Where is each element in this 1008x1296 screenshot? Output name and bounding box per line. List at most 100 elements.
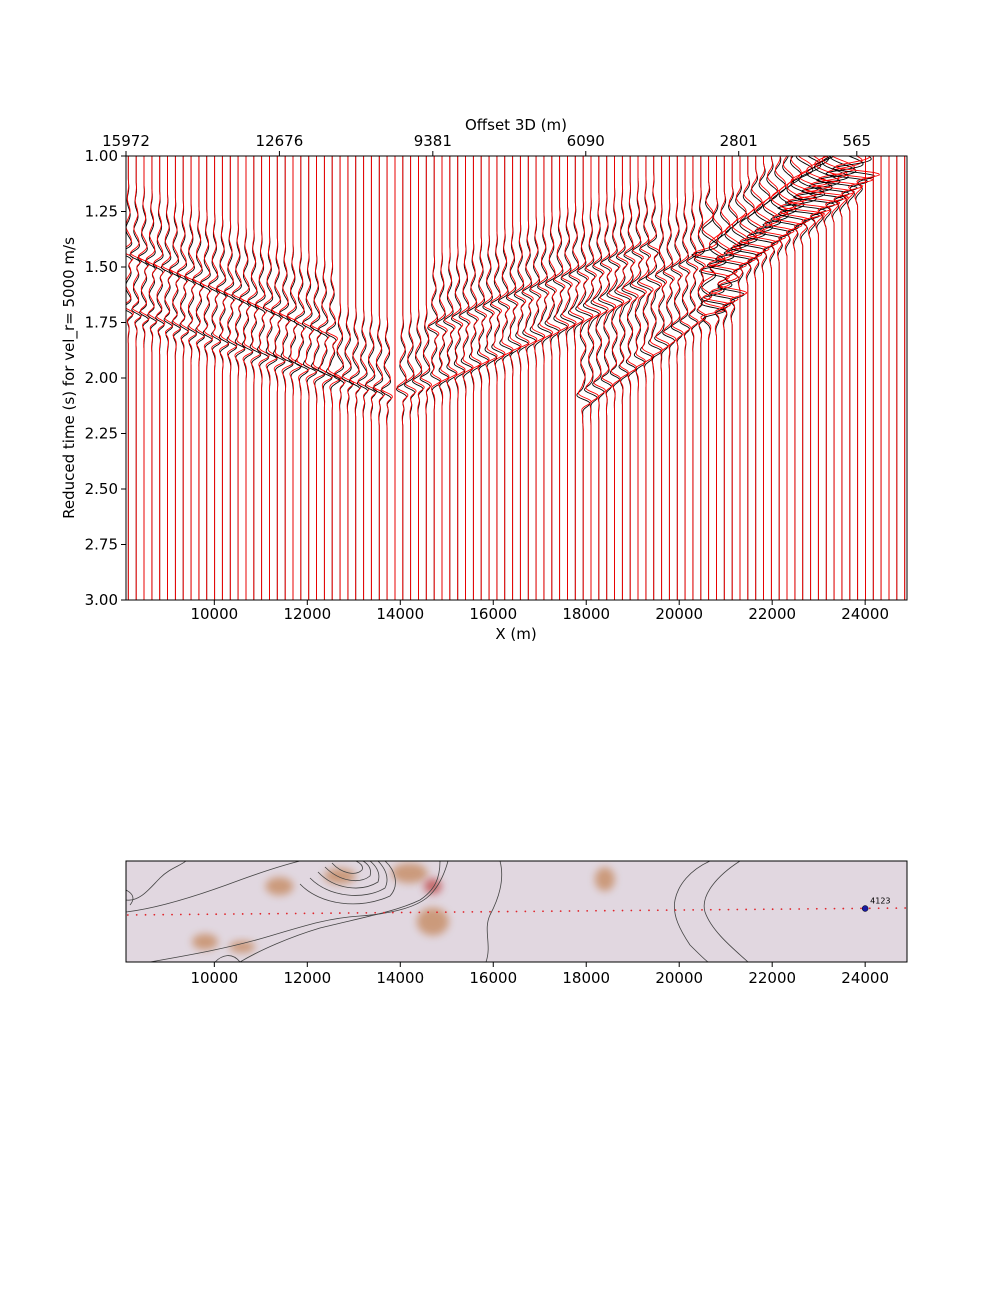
observed-trace [699,156,728,600]
observed-trace [597,156,615,600]
y-tick-label: 3.00 [85,591,118,609]
y-tick-label: 2.00 [85,369,118,387]
observed-trace [505,156,522,600]
profile-point [860,907,862,910]
anomaly-core [423,878,442,895]
observed-trace [364,156,376,600]
synthetic-trace [365,156,378,600]
x-tick-label: 22000 [748,605,796,623]
synthetic-trace [333,156,346,600]
synthetic-trace [803,156,849,600]
profile-point [497,910,500,913]
observed-trace [738,156,767,600]
synthetic-trace [216,156,230,600]
profile-point [126,914,129,916]
synthetic-trace [827,156,873,600]
station-marker-label: 4123 [870,897,890,906]
synthetic-trace [232,156,246,600]
contour-line [324,861,371,882]
profile-point [568,910,571,912]
synthetic-trace [569,156,585,600]
profile-point [153,913,156,916]
x-axis-ticks: 10000 12000 14000 16000 18000 20000 22000 24000 [190,600,889,623]
profile-point [144,913,147,916]
profile-point [215,913,218,916]
profile-point [648,909,650,912]
observed-trace [552,156,569,600]
profile-point [303,912,306,915]
y-tick-label: 1.00 [85,147,118,165]
map-x-tick-label: 14000 [376,969,424,987]
synthetic-trace [779,156,810,600]
synthetic-trace [381,156,393,600]
profile-point [692,909,695,911]
observed-trace [537,156,553,600]
y-tick-label: 2.75 [85,536,118,554]
profile-point [480,910,483,913]
y-tick-label: 1.50 [85,258,118,276]
synthetic-trace [126,156,134,600]
synthetic-trace [184,156,198,600]
synthetic-trace [208,156,222,600]
profile-point [427,911,430,914]
synthetic-trace [145,156,158,600]
profile-point [250,912,253,915]
profile-point [383,911,385,914]
contour-line [239,861,441,962]
profile-point [789,908,792,910]
profile-point [489,910,491,913]
synthetic-trace [404,156,417,600]
profile-point [586,909,589,912]
synthetic-trace [811,156,855,600]
profile-point [188,913,191,916]
synthetic-trace [772,156,803,600]
synthetic-trace [615,156,632,600]
contour-line [126,861,187,901]
synthetic-trace [396,156,409,600]
synthetic-trace [153,156,166,600]
profile-point [259,912,262,915]
synthetic-trace [239,156,254,600]
profile-line [126,907,907,916]
x-tick-label: 20000 [655,605,703,623]
synthetic-trace [655,156,670,600]
contour-line [126,889,134,906]
synthetic-trace [787,156,832,600]
y-axis-label: Reduced time (s) for vel_r= 5000 m/s [60,237,79,519]
station-marker-dot [861,905,869,912]
y-tick-label: 2.25 [85,425,118,443]
synthetic-trace [592,156,609,600]
synthetic-trace [780,156,825,600]
profile-point [462,911,465,913]
profile-point [798,908,801,910]
synthetic-trace [663,156,677,600]
profile-point [550,910,553,913]
observed-trace [686,156,698,600]
observed-trace [670,156,683,600]
profile-point [347,912,350,914]
synthetic-trace [561,156,577,600]
profile-point [206,913,209,916]
map-x-tick-label: 12000 [283,969,331,987]
profile-point [312,912,315,915]
profile-point [294,912,297,915]
profile-point [365,911,368,914]
profile-point [135,914,138,916]
synthetic-trace [130,156,142,600]
contour-line [673,861,711,962]
profile-point [842,907,845,910]
map-x-axis-ticks: 10000 12000 14000 16000 18000 20000 22000 24000 [190,962,889,987]
synthetic-trace [498,156,514,600]
synthetic-trace [671,156,684,600]
map-panel: 4123 10000 12000 14000 16000 18000 20000 22000… [125,860,908,987]
synthetic-trace [818,156,864,600]
contour-line [703,861,749,962]
observed-trace [816,156,858,600]
profile-point [639,909,642,912]
profile-point [595,909,597,912]
profile-point [771,908,774,911]
observed-trace [706,156,736,600]
profile-point [374,911,377,914]
top-offset-axis-ticks: 15972 12676 9381 6090 2801 565 [102,132,871,156]
observed-trace [301,156,317,600]
